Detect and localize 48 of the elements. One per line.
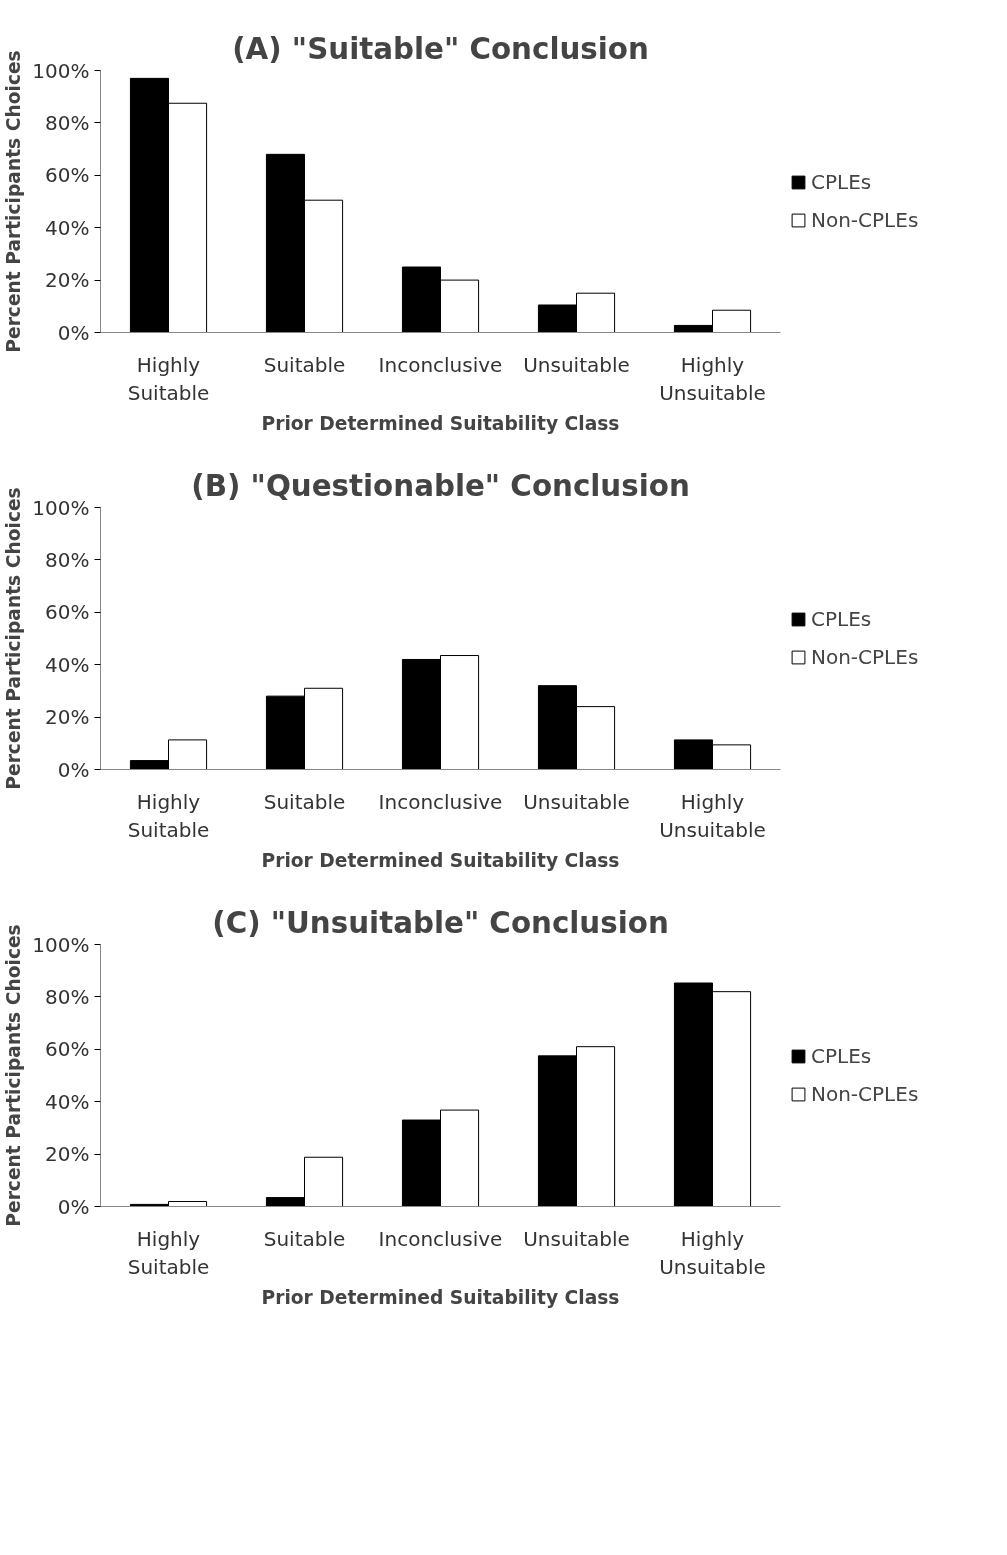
y-tick-label: 0%	[57, 757, 90, 782]
y-axis-title: Percent Participants Choices	[3, 924, 25, 1227]
x-tick-label: Highly Unsuitable	[659, 789, 766, 843]
x-tick-label: Inconclusive	[378, 1226, 503, 1251]
y-tick-label: 20%	[45, 1142, 90, 1167]
y-tick-label: 40%	[45, 652, 90, 677]
legend-label: Non-CPLEs	[811, 1082, 919, 1106]
y-axis-title: Percent Participants Choices	[3, 50, 25, 353]
y-tick-label: 60%	[45, 163, 90, 188]
x-tick-label: Inconclusive	[378, 352, 503, 377]
y-tick-label: 40%	[45, 215, 90, 240]
x-tick-label: Suitable	[263, 352, 346, 377]
y-tick-label: 60%	[45, 600, 90, 625]
chart-title: (B) "Questionable" Conclusion	[191, 468, 690, 503]
y-tick-label: 0%	[57, 320, 90, 345]
x-tick-label: Unsuitable	[523, 352, 630, 377]
y-tick-label: 100%	[32, 58, 90, 83]
x-tick-label: Highly Suitable	[127, 1226, 210, 1280]
legend-label: CPLEs	[811, 1044, 872, 1068]
x-tick-label: Highly Unsuitable	[659, 1226, 766, 1280]
x-tick-label: Unsuitable	[523, 789, 630, 814]
x-tick-label: Highly Suitable	[127, 352, 210, 406]
legend-label: CPLEs	[811, 607, 872, 631]
y-tick-label: 20%	[45, 268, 90, 293]
chart-title: (C) "Unsuitable" Conclusion	[212, 905, 669, 940]
y-tick-label: 100%	[32, 932, 90, 957]
y-tick-label: 80%	[45, 547, 90, 572]
y-tick-label: 40%	[45, 1089, 90, 1114]
y-tick-label: 80%	[45, 984, 90, 1009]
x-tick-label: Inconclusive	[378, 789, 503, 814]
y-tick-label: 100%	[32, 495, 90, 520]
x-tick-label: Suitable	[263, 1226, 346, 1251]
legend-label: CPLEs	[811, 170, 872, 194]
legend-label: Non-CPLEs	[811, 208, 919, 232]
x-tick-label: Highly Suitable	[127, 789, 210, 843]
y-axis-title: Percent Participants Choices	[3, 487, 25, 790]
x-tick-label: Highly Unsuitable	[659, 352, 766, 406]
x-axis-title: Prior Determined Suitability Class	[261, 850, 620, 872]
x-tick-label: Unsuitable	[523, 1226, 630, 1251]
y-tick-label: 20%	[45, 705, 90, 730]
x-tick-label: Suitable	[263, 789, 346, 814]
y-tick-label: 0%	[57, 1194, 90, 1219]
legend-label: Non-CPLEs	[811, 645, 919, 669]
y-tick-label: 80%	[45, 110, 90, 135]
x-axis-title: Prior Determined Suitability Class	[261, 1287, 620, 1309]
y-tick-label: 60%	[45, 1037, 90, 1062]
chart-title: (A) "Suitable" Conclusion	[232, 31, 649, 66]
x-axis-title: Prior Determined Suitability Class	[261, 413, 620, 435]
